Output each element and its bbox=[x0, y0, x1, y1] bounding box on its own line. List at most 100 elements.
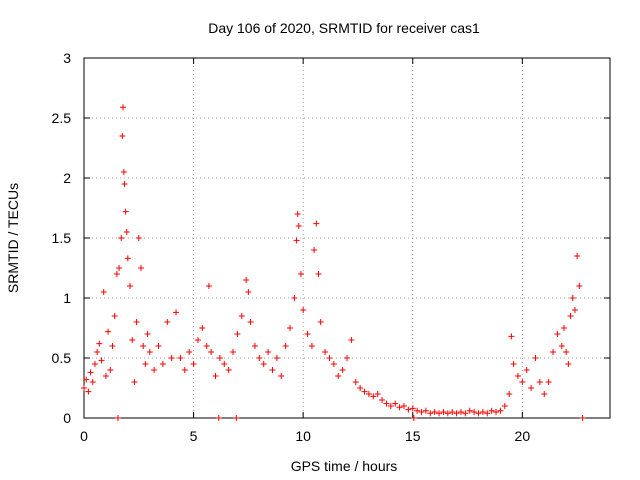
data-point bbox=[506, 391, 513, 397]
data-point bbox=[352, 379, 359, 385]
data-point bbox=[293, 237, 300, 244]
data-point bbox=[212, 373, 219, 379]
data-point bbox=[233, 415, 240, 421]
data-point bbox=[344, 355, 350, 361]
data-point bbox=[127, 283, 134, 289]
data-point bbox=[436, 410, 443, 417]
data-point bbox=[159, 361, 166, 367]
data-point bbox=[203, 343, 210, 349]
data-point bbox=[194, 337, 201, 343]
data-point bbox=[186, 349, 193, 355]
data-point bbox=[330, 361, 337, 367]
data-point bbox=[497, 407, 504, 414]
data-point bbox=[567, 313, 574, 319]
data-point bbox=[510, 361, 517, 367]
y-tick-label: 1 bbox=[63, 290, 71, 306]
x-tick-label: 0 bbox=[80, 428, 88, 444]
data-point bbox=[273, 355, 280, 361]
data-point bbox=[493, 409, 500, 415]
data-point bbox=[96, 340, 103, 347]
data-point bbox=[523, 367, 530, 373]
data-point bbox=[508, 333, 515, 340]
data-point bbox=[444, 410, 451, 417]
data-point bbox=[519, 379, 526, 385]
data-point bbox=[291, 295, 298, 301]
data-point bbox=[484, 410, 491, 417]
data-point bbox=[427, 410, 434, 417]
data-points bbox=[81, 104, 586, 421]
data-point bbox=[560, 325, 567, 331]
data-point bbox=[554, 331, 561, 337]
data-point bbox=[536, 379, 543, 385]
data-point bbox=[541, 391, 548, 397]
data-point bbox=[545, 379, 552, 385]
data-point bbox=[151, 367, 158, 373]
data-point bbox=[365, 391, 372, 397]
data-point bbox=[322, 349, 329, 355]
data-point bbox=[243, 277, 250, 283]
data-point bbox=[357, 385, 364, 391]
data-point bbox=[238, 313, 245, 319]
data-point bbox=[449, 409, 456, 415]
data-point bbox=[348, 337, 355, 343]
x-axis-ticks: 0 5 10 15 20 bbox=[80, 58, 530, 444]
data-point bbox=[396, 404, 403, 411]
data-point bbox=[311, 247, 318, 253]
data-point bbox=[83, 376, 90, 383]
data-point bbox=[471, 409, 478, 415]
y-tick-label: 2 bbox=[63, 170, 71, 186]
data-point bbox=[208, 349, 215, 355]
data-point bbox=[245, 289, 252, 295]
data-point bbox=[269, 367, 276, 373]
data-point bbox=[181, 367, 188, 373]
data-point bbox=[129, 337, 136, 343]
data-point bbox=[501, 403, 508, 409]
data-point bbox=[400, 403, 407, 409]
data-point bbox=[190, 361, 197, 367]
data-point bbox=[565, 361, 572, 367]
data-point bbox=[216, 355, 223, 361]
y-axis-ticks: 0 0.5 1 1.5 2 2.5 3 bbox=[52, 50, 610, 426]
data-point bbox=[431, 409, 438, 415]
data-point bbox=[135, 235, 142, 241]
data-point bbox=[230, 349, 237, 355]
data-point bbox=[155, 343, 162, 349]
data-point bbox=[457, 409, 464, 415]
data-point bbox=[140, 343, 147, 349]
data-point bbox=[247, 319, 254, 325]
data-point bbox=[410, 415, 417, 421]
data-point bbox=[111, 313, 118, 319]
data-point bbox=[335, 373, 342, 379]
data-point bbox=[121, 181, 128, 187]
data-point bbox=[440, 409, 447, 415]
data-point bbox=[308, 343, 315, 349]
data-point bbox=[133, 319, 140, 325]
data-point bbox=[87, 369, 94, 376]
data-point bbox=[374, 391, 381, 397]
data-point bbox=[576, 283, 583, 289]
data-point bbox=[177, 355, 184, 361]
data-point bbox=[532, 355, 539, 361]
data-point bbox=[123, 229, 130, 235]
data-point bbox=[89, 379, 96, 385]
data-point bbox=[294, 211, 301, 217]
data-point bbox=[528, 385, 535, 391]
data-point bbox=[295, 223, 302, 229]
data-point bbox=[297, 271, 304, 277]
data-point bbox=[98, 357, 105, 364]
data-point bbox=[105, 328, 112, 335]
data-point bbox=[383, 400, 390, 407]
data-point bbox=[122, 208, 129, 215]
data-point bbox=[300, 307, 307, 313]
x-tick-label: 20 bbox=[515, 428, 531, 444]
data-point bbox=[265, 349, 272, 355]
data-point bbox=[113, 271, 120, 277]
data-point bbox=[462, 410, 469, 417]
x-tick-label: 15 bbox=[405, 428, 421, 444]
data-point bbox=[124, 255, 131, 262]
data-point bbox=[164, 319, 171, 325]
data-point bbox=[405, 406, 412, 413]
data-point bbox=[221, 361, 228, 367]
y-tick-label: 2.5 bbox=[52, 110, 72, 126]
